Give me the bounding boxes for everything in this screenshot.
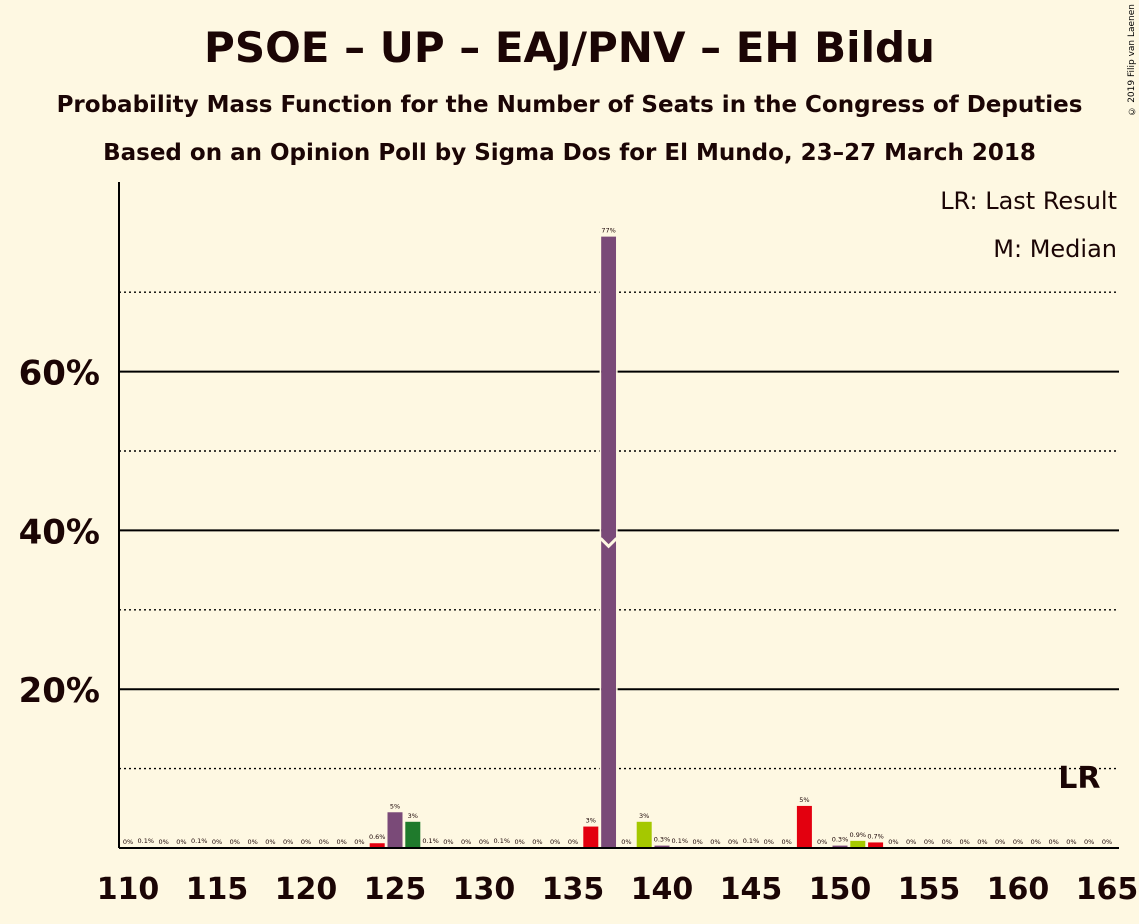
median-marker [599, 537, 618, 549]
y-tick-label: 40% [19, 512, 100, 552]
bar-label-118: 0% [265, 838, 275, 846]
bar-label-120: 0% [301, 838, 311, 846]
bar-label-153: 0% [888, 838, 898, 846]
bar-label-133: 0% [532, 838, 542, 846]
bar-label-116: 0% [230, 838, 240, 846]
bar-label-149: 0% [817, 838, 827, 846]
bar-label-136: 3% [586, 817, 596, 825]
bar-value-labels: 0% 0.1% 0% 0% 0.1% 0% 0% 0% 0% 0% 0% 0% 0% 0%0.6%5%3%… [123, 227, 1112, 846]
bar-label-142: 0% [692, 838, 702, 846]
bar-label-134: 0% [550, 838, 560, 846]
bar-label-159: 0% [995, 838, 1005, 846]
bar-label-114: 0.1% [191, 837, 208, 845]
bar-label-110: 0% [123, 838, 133, 846]
bar-label-137: 77% [601, 227, 615, 235]
bar-label-117: 0% [247, 838, 257, 846]
bar-label-151: 0.9% [850, 831, 867, 839]
bar-label-123: 0% [354, 838, 364, 846]
bar-label-146: 0% [764, 838, 774, 846]
x-tick-label: 145 [720, 872, 783, 907]
bar-label-144: 0% [728, 838, 738, 846]
bar-label-121: 0% [319, 838, 329, 846]
bar-label-138: 0% [621, 838, 631, 846]
bar-label-124: 0.6% [369, 833, 386, 841]
bar-seat-125 [387, 812, 403, 848]
x-tick-label: 125 [364, 872, 427, 907]
bar-label-165: 0% [1102, 838, 1112, 846]
bar-label-161: 0% [1031, 838, 1041, 846]
x-tick-label: 110 [97, 872, 160, 907]
bar-label-163: 0% [1066, 838, 1076, 846]
bar-label-112: 0% [158, 838, 168, 846]
bar-seat-148 [796, 805, 812, 848]
bar-label-127: 0.1% [422, 837, 439, 845]
axes: 20% 40% 60% 110 115 120 125 130 135 140 145 150 155 1… [19, 182, 1139, 907]
bar-label-132: 0% [514, 838, 524, 846]
bar-label-113: 0% [176, 838, 186, 846]
bar-label-162: 0% [1048, 838, 1058, 846]
bar-label-160: 0% [1013, 838, 1023, 846]
chart-source: Based on an Opinion Poll by Sigma Dos fo… [103, 140, 1036, 166]
bar-seat-136 [583, 826, 599, 848]
bar-label-115: 0% [212, 838, 222, 846]
x-tick-label: 120 [275, 872, 338, 907]
bar-seat-150 [832, 845, 848, 848]
bar-label-135: 0% [568, 838, 578, 846]
bar-seat-140 [654, 845, 670, 848]
chart-title: PSOE – UP – EAJ/PNV – EH Bildu [204, 23, 935, 72]
bar-label-130: 0% [479, 838, 489, 846]
chart-subtitle: Probability Mass Function for the Number… [56, 92, 1083, 118]
last-result-marker: LR [1058, 761, 1100, 796]
bar-label-152: 0.7% [867, 832, 884, 840]
bar-label-125: 5% [390, 802, 400, 810]
bar-label-145: 0.1% [743, 837, 760, 845]
bar-label-131: 0.1% [494, 837, 511, 845]
y-tick-label: 20% [19, 671, 100, 711]
x-tick-label: 115 [186, 872, 249, 907]
bar-label-141: 0.1% [672, 837, 689, 845]
bar-label-139: 3% [639, 812, 649, 820]
bar-seat-137 [601, 236, 617, 848]
bar-label-150: 0.3% [832, 836, 849, 844]
x-tick-label: 165 [1076, 872, 1139, 907]
bar-series [138, 236, 884, 848]
x-tick-label: 150 [809, 872, 872, 907]
legend-entry: M: Median [993, 235, 1117, 263]
legend-entry: LR: Last Result [940, 187, 1117, 215]
bar-label-111: 0.1% [138, 837, 155, 845]
bar-label-122: 0% [336, 838, 346, 846]
bar-label-155: 0% [924, 838, 934, 846]
median-gap-left [599, 236, 602, 848]
bar-label-154: 0% [906, 838, 916, 846]
bar-label-148: 5% [799, 796, 809, 804]
bar-label-119: 0% [283, 838, 293, 846]
x-tick-label: 155 [898, 872, 961, 907]
bar-seat-139 [636, 821, 652, 848]
legend: LR: Last Result M: Median [940, 187, 1117, 263]
grid-lines [119, 291, 1119, 770]
bar-label-158: 0% [977, 838, 987, 846]
x-tick-label: 140 [631, 872, 694, 907]
bar-seat-126 [405, 821, 421, 848]
bar-seat-152 [868, 842, 884, 848]
x-tick-label: 135 [542, 872, 605, 907]
y-tick-label: 60% [19, 354, 100, 394]
bar-label-143: 0% [710, 838, 720, 846]
bar-label-157: 0% [959, 838, 969, 846]
bar-seat-124 [369, 843, 385, 848]
x-tick-label: 160 [987, 872, 1050, 907]
bar-label-140: 0.3% [654, 836, 671, 844]
bar-label-129: 0% [461, 838, 471, 846]
bar-label-156: 0% [942, 838, 952, 846]
bar-label-147: 0% [781, 838, 791, 846]
bar-label-164: 0% [1084, 838, 1094, 846]
median-gap-right [616, 236, 618, 848]
x-tick-label: 130 [453, 872, 516, 907]
bar-label-128: 0% [443, 838, 453, 846]
bar-seat-151 [850, 840, 866, 848]
bar-label-126: 3% [408, 812, 418, 820]
